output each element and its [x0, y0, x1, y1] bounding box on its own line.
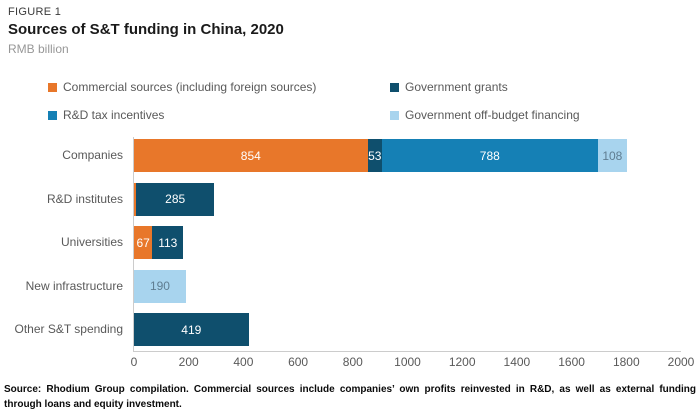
bar-value-label: 108 [602, 148, 623, 163]
chart-header: FIGURE 1 Sources of S&T funding in China… [8, 6, 284, 56]
bar-segment-government_off_budget: 108 [597, 139, 628, 172]
legend-item-government_off_budget: Government off-budget financing [390, 108, 580, 122]
legend-label: Government off-budget financing [405, 108, 580, 122]
legend-label: Commercial sources (including foreign so… [63, 80, 317, 94]
bar-segment-government_off_budget: 190 [134, 269, 186, 303]
x-tick-label: 600 [288, 355, 309, 369]
source-note: Source: Rhodium Group compilation. Comme… [4, 384, 696, 410]
bar-row: Universities 67 113 [0, 226, 681, 259]
bar-segment-rd_tax_incentives: 788 [382, 139, 598, 172]
category-label: R&D institutes [46, 191, 123, 206]
legend-swatch-icon [390, 82, 399, 92]
bar-segment-government_grants: 53 [367, 139, 383, 172]
x-tick-label: 1000 [394, 355, 421, 369]
bar-segment-commercial: 67 [134, 226, 153, 259]
legend-item-rd_tax_incentives: R&D tax incentives [48, 108, 164, 122]
bar-chart-rows: Companies 854 53 788 108 R&D institutes 285 Uni… [0, 139, 681, 349]
bar-row: Companies 854 53 788 108 [0, 139, 681, 172]
bar-value-label: 419 [181, 322, 202, 337]
bar-segment-commercial: 854 [134, 139, 368, 172]
y-axis-line [133, 137, 134, 352]
x-tick-label: 0 [130, 355, 138, 369]
bar-value-label: 113 [158, 235, 178, 250]
bar-segment-government_grants: 113 [152, 226, 184, 259]
legend-swatch-icon [48, 110, 57, 120]
x-tick-label: 800 [342, 355, 363, 369]
bar-row: New infrastructure 190 [0, 269, 681, 303]
bar-strip: 285 [134, 182, 681, 216]
bar-value-label: 854 [240, 148, 261, 163]
legend-swatch-icon [48, 82, 57, 92]
category-label: Companies [62, 148, 123, 162]
chart-title: Sources of S&T funding in China, 2020 [8, 21, 284, 38]
legend-swatch-icon [390, 110, 399, 120]
legend-item-government_grants: Government grants [390, 80, 508, 94]
x-tick-label: 1200 [448, 355, 476, 369]
x-tick-label: 400 [233, 355, 254, 369]
legend-label: R&D tax incentives [63, 108, 165, 122]
bar-value-label: 53 [368, 148, 382, 163]
bar-segment-government_grants: 419 [134, 313, 249, 346]
unit-label: RMB billion [8, 42, 69, 56]
bar-strip: 419 [134, 313, 681, 346]
category-label: New infrastructure [25, 278, 123, 293]
category-label: Universities [60, 235, 123, 249]
legend-label: Government grants [405, 80, 508, 94]
x-tick-label: 200 [178, 355, 199, 369]
bar-value-label: 67 [136, 235, 150, 250]
bar-strip: 854 53 788 108 [134, 139, 681, 172]
x-tick-label: 1400 [503, 355, 531, 369]
category-label: Other S&T spending [14, 322, 123, 336]
bar-segment-government_grants: 285 [136, 182, 215, 216]
x-axis-line [133, 351, 681, 352]
bar-strip: 67 113 [134, 226, 681, 259]
bar-strip: 190 [134, 269, 681, 303]
x-tick-label: 1600 [558, 355, 585, 369]
bar-row: R&D institutes 285 [0, 182, 681, 216]
bar-value-label: 285 [165, 192, 186, 206]
figure-label: FIGURE 1 [8, 6, 62, 18]
bar-value-label: 190 [149, 279, 170, 293]
bar-value-label: 788 [479, 148, 500, 163]
bar-segment-commercial [134, 182, 137, 216]
x-tick-label: 2000 [667, 355, 695, 369]
x-tick-label: 1800 [612, 355, 640, 369]
bar-row: Other S&T spending 419 [0, 313, 681, 346]
legend-item-commercial: Commercial sources (including foreign so… [48, 80, 316, 94]
